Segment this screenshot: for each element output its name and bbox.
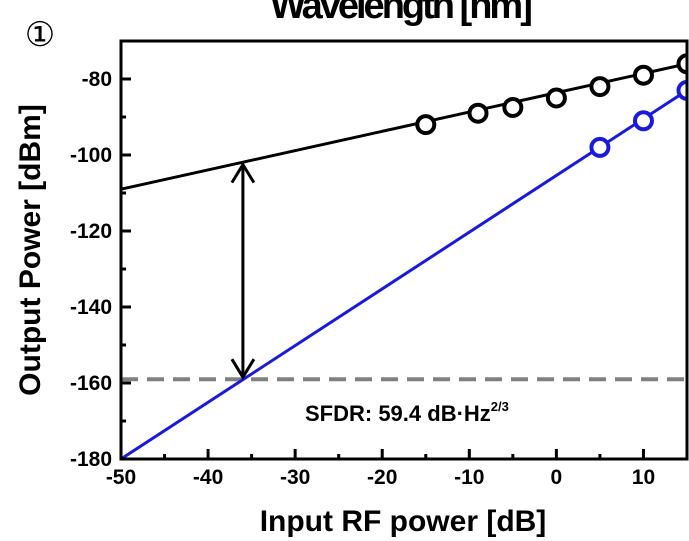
series-1-point <box>632 64 654 86</box>
x-tick-label: 10 <box>632 466 655 489</box>
y-tick-label: -160 <box>70 372 112 395</box>
chart-title: Wavelength [nm] <box>270 0 531 27</box>
x-axis-title: Input RF power [dB] <box>260 505 547 538</box>
y-tick-label: -180 <box>70 448 112 471</box>
series-1-point <box>676 53 687 75</box>
x-tick-label: -40 <box>193 466 223 489</box>
series-1-point <box>502 97 524 118</box>
y-axis-title: Output Power [dBm] <box>14 104 47 396</box>
series-1-point <box>589 76 611 98</box>
sfdr-arrow-head-top <box>230 161 256 184</box>
series-2-point <box>632 110 654 132</box>
x-tick-label: -10 <box>454 466 484 489</box>
plot-frame <box>119 39 689 461</box>
y-tick-label: -80 <box>82 68 112 91</box>
series-1-point <box>545 87 567 109</box>
y-tick-label: -100 <box>70 144 112 167</box>
x-axis: -50 -40 -30 -20 -10 0 10 <box>106 449 655 489</box>
series-1-point <box>467 102 489 124</box>
sfdr-annotation: SFDR: 59.4 dB·Hz2/3 <box>305 399 509 426</box>
sfdr-arrow-head-bottom <box>230 358 256 381</box>
x-tick-label: -30 <box>280 466 310 489</box>
panel-marker: ① <box>25 16 55 54</box>
series-2-point <box>589 136 611 158</box>
x-tick-label: -20 <box>367 466 397 489</box>
sfdr-annotation-text: SFDR: 59.4 dB·Hz <box>305 401 491 426</box>
y-axis: -180 -160 -140 -120 -100 -80 <box>70 68 131 471</box>
x-tick-label: 0 <box>551 466 563 489</box>
y-tick-label: -140 <box>70 296 112 319</box>
plot-area <box>121 53 687 459</box>
series-2-point <box>676 79 687 101</box>
x-tick-label: -50 <box>106 466 136 489</box>
series-1-point <box>415 114 437 136</box>
sfdr-annotation-superscript: 2/3 <box>491 399 509 414</box>
y-tick-label: -120 <box>70 220 112 243</box>
